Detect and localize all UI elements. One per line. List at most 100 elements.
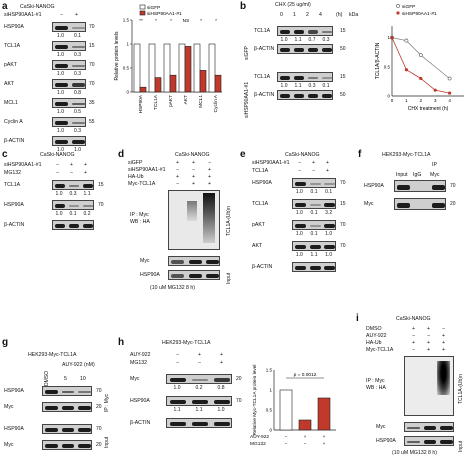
value-label: 1.0 <box>295 189 303 195</box>
bar <box>298 419 312 431</box>
panel-i-side-label: TCL1A-(Ub)n <box>458 374 464 404</box>
x-tick: 2 <box>420 98 423 103</box>
panel-g-blot <box>42 386 92 396</box>
panel-e-blot-label: AKT <box>252 243 263 249</box>
panel-a-blot-label: TCL1A <box>4 43 21 49</box>
panel-b-blot-label: TCL1A <box>254 28 271 34</box>
blot-band <box>78 444 91 448</box>
panel-g-drug: AUY-922 (nM) <box>62 362 95 368</box>
panel-d-wb-label: WB : HA <box>130 219 150 225</box>
panel-b-blot-label: β-ACTIN <box>254 92 275 98</box>
y-tick: 0.5 <box>266 408 273 413</box>
panel-a-blot-label: HSP90A <box>4 24 24 30</box>
panel-g-blot <box>42 440 92 450</box>
value-label: 0.1 <box>74 33 81 39</box>
panel-d-note: (10 uM MG132 8 h) <box>150 285 195 291</box>
panel-d-mark: + <box>208 167 212 173</box>
panel-c-values: 1.0 0.1 0.2 <box>52 211 94 217</box>
y-axis-label: Relative protein levels <box>114 31 120 80</box>
panel-i-label: i <box>356 313 359 324</box>
panel-b-values: 1.0 1.1 0.3 0.1 <box>277 83 333 89</box>
panel-d-ip-label: IP : Myc <box>130 212 149 218</box>
y-axis-label: TCL1A/β-ACTIN <box>375 42 381 79</box>
value-label: 1.0 <box>57 33 64 39</box>
blot-band <box>423 440 437 444</box>
panel-d-row-label: siGFP <box>128 160 143 166</box>
blot-band <box>293 94 305 98</box>
panel-a-values: 1.0 0.3 <box>52 71 86 77</box>
blot-band <box>55 83 68 87</box>
blot-band <box>321 30 332 34</box>
panel-c-mark: + <box>70 162 74 168</box>
panel-b-time: 1 <box>293 12 296 18</box>
panel-e-kda: 70 <box>340 243 346 249</box>
value-label: 1.0 <box>325 231 333 237</box>
panel-h-label: h <box>118 337 125 348</box>
panel-i-ip-label: IP : Myc <box>366 378 385 384</box>
blot-band <box>307 48 319 52</box>
blot-band <box>309 225 321 227</box>
bar-siHSP90AA1 <box>199 70 207 93</box>
panel-e-mark: + <box>312 160 316 166</box>
y-tick: 1.5 <box>266 368 273 373</box>
blot-band <box>72 102 85 106</box>
panel-e-blot <box>292 262 336 272</box>
panel-a-blot-label: MCL1 <box>4 100 18 106</box>
blot-band <box>45 406 58 410</box>
panel-a-blot <box>52 79 86 89</box>
value-label: 1.1 <box>195 407 203 413</box>
panel-b-line-chart: 0 0.5 1 0 1 2 3 4 CHX treatment (h) TCL1A/β-ACTIN… <box>375 4 464 112</box>
panel-f-ip: IP <box>432 162 437 168</box>
blot-band <box>68 224 80 228</box>
panel-h-values: 1.1 1.1 1.0 <box>166 407 232 413</box>
value-label: 1.0 <box>74 147 81 153</box>
value-label: 0.1 <box>322 83 330 89</box>
value-label: 1.0 <box>57 90 64 96</box>
panel-e-mark: − <box>312 168 316 174</box>
value-label: 1.0 <box>295 210 303 216</box>
panel-i-row-label: HA-Ub <box>366 340 382 346</box>
category-label: MCL1 <box>198 95 204 108</box>
panel-h-cell-line: HEK293-Myc-TCL1A <box>162 340 211 346</box>
panel-f-kda: 70 <box>450 183 456 189</box>
value-label: 0.3 <box>69 191 77 197</box>
smear <box>203 193 215 243</box>
legend-marker-siHSP90AA1 <box>396 11 400 15</box>
panel-f-col: Myc <box>430 172 440 178</box>
panel-i-mark: + <box>442 340 446 346</box>
x-tick: 0 <box>391 98 394 103</box>
panel-h-row-label: AUY-922 <box>130 352 151 358</box>
blot-band <box>279 48 291 52</box>
legend-siHSP90AA1: siHSP90AA1-#1 <box>147 11 182 17</box>
panel-d-mark: + <box>192 174 196 180</box>
panel-g-blot <box>42 402 92 412</box>
blot-band <box>440 440 453 444</box>
blot-band <box>68 184 80 188</box>
value-label: 0.2 <box>83 211 91 217</box>
blot-band <box>213 400 231 404</box>
panel-c-kda: 15 <box>98 182 104 188</box>
panel-d-mark: + <box>176 174 180 180</box>
panel-c-blot-label: HSP90A <box>4 202 24 208</box>
panel-e-kda: 70 <box>340 222 346 228</box>
smear <box>187 201 197 221</box>
panel-h-mark: + <box>220 352 224 358</box>
panel-i-mark: + <box>427 347 431 353</box>
panel-e-values: 1.0 0.1 3.2 <box>292 210 336 216</box>
blot-band <box>205 260 219 264</box>
panel-e-blot-label: pAKT <box>252 222 265 228</box>
blot-band <box>82 183 93 189</box>
blot-band <box>294 203 306 207</box>
blot-band <box>171 274 185 278</box>
blot-band <box>324 245 335 249</box>
panel-g-cell-line: HEK293-Myc-TCL1A <box>28 352 77 358</box>
bar <box>279 389 293 431</box>
panel-h-blot-label: HSP90A <box>130 398 150 404</box>
blot-band <box>321 94 332 98</box>
panel-e-values: 1.0 1.1 1.0 <box>292 252 336 258</box>
y-tick: 1 <box>387 35 390 40</box>
blot-band <box>324 266 335 270</box>
blot-band <box>431 202 445 208</box>
panel-g-blot-label: Myc <box>4 404 14 410</box>
blot-band <box>279 76 291 80</box>
